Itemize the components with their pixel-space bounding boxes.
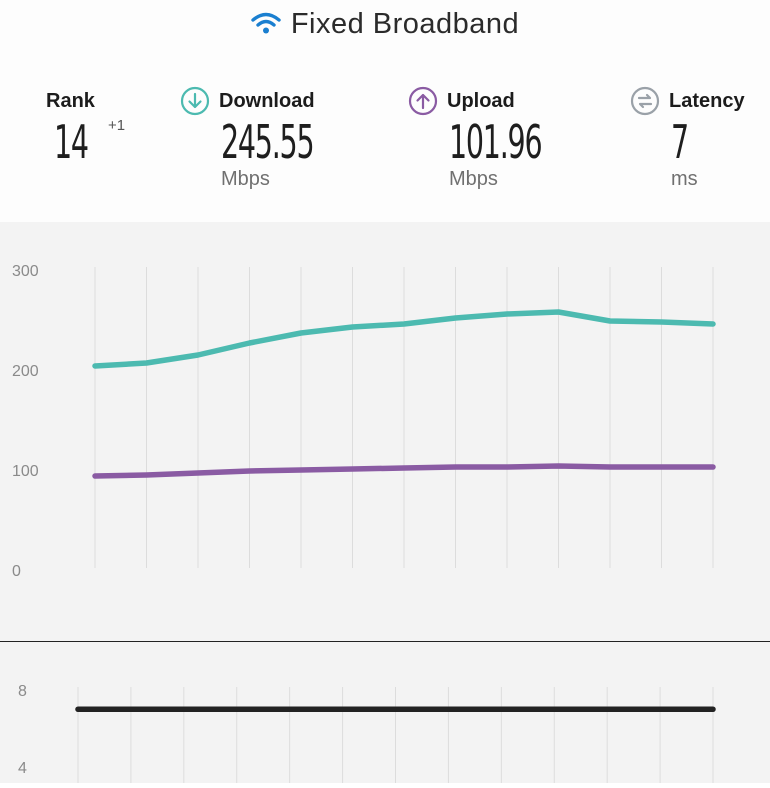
wifi-icon: [251, 12, 281, 33]
latency-value: 7: [671, 115, 689, 169]
y-tick-label: 300: [12, 263, 39, 280]
latency-icon: [630, 86, 660, 116]
upload-arrow-icon: [408, 86, 438, 116]
download-value: 245.55: [221, 115, 315, 169]
series-line-1-0: [92, 309, 716, 369]
download-arrow-icon: [180, 86, 210, 116]
stat-download: Download 245.55 Mbps: [180, 86, 370, 190]
download-unit: Mbps: [221, 168, 270, 190]
latency-unit: ms: [671, 168, 698, 190]
speed-chart: 300 200 100 0: [12, 263, 716, 580]
series-line-1-1: [92, 463, 716, 479]
page-title: Fixed Broadband: [0, 8, 770, 41]
rank-value: 14: [54, 115, 89, 169]
page-title-text: Fixed Broadband: [290, 8, 520, 40]
y-tick-label: 200: [12, 363, 39, 380]
y-tick-label: 8: [18, 683, 27, 700]
header-panel: Fixed Broadband Rank 14 +1 Download 245.…: [0, 0, 770, 222]
latency-label: Latency: [669, 89, 745, 112]
y-tick-label: 100: [12, 463, 39, 480]
latency-chart: 84: [18, 683, 716, 783]
stat-upload: Upload 101.96 Mbps: [408, 86, 598, 190]
download-label: Download: [219, 89, 315, 112]
rank-delta: +1: [108, 117, 126, 134]
upload-unit: Mbps: [449, 168, 498, 190]
y-tick-label: 4: [18, 760, 27, 777]
upload-label: Upload: [447, 89, 515, 112]
stat-latency: Latency 7 ms: [630, 86, 745, 190]
chart-divider: [0, 641, 770, 642]
upload-value: 101.96: [449, 115, 543, 169]
y-tick-label: 0: [12, 563, 21, 580]
stat-rank: Rank 14: [46, 86, 109, 169]
speed-chart-panel: 300 200 100 0: [0, 222, 770, 641]
rank-label: Rank: [46, 89, 95, 112]
